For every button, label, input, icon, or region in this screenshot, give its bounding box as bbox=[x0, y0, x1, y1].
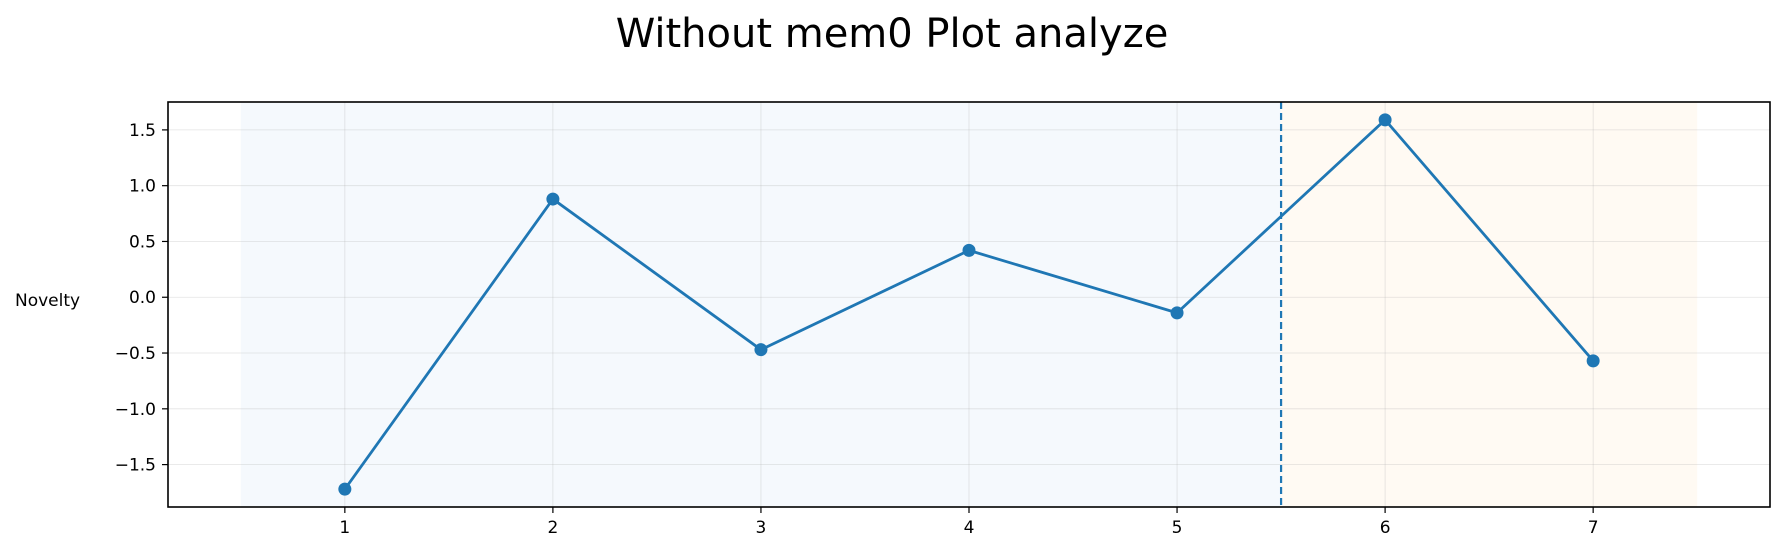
x-tick-label: 5 bbox=[1172, 518, 1183, 538]
grid bbox=[168, 102, 1770, 507]
shaded-regions bbox=[240, 102, 1698, 507]
y-tick-label: 0.5 bbox=[129, 232, 156, 252]
y-tick-label: 0.0 bbox=[129, 288, 156, 308]
data-point bbox=[1170, 306, 1184, 320]
chart-title: Without mem0 Plot analyze bbox=[616, 11, 1169, 57]
x-tick-label: 2 bbox=[547, 518, 558, 538]
y-tick-label: −1.5 bbox=[115, 456, 156, 476]
x-tick-label: 1 bbox=[339, 518, 350, 538]
y-tick-label: −0.5 bbox=[115, 344, 156, 364]
data-point bbox=[962, 243, 976, 257]
x-tick-label: 4 bbox=[964, 518, 975, 538]
data-point bbox=[754, 343, 768, 357]
x-tick-label: 3 bbox=[756, 518, 767, 538]
shaded-region-1 bbox=[240, 102, 1282, 507]
x-tick-label: 6 bbox=[1380, 518, 1391, 538]
y-tick-label: 1.5 bbox=[129, 121, 156, 141]
x-tick-label: 7 bbox=[1588, 518, 1599, 538]
data-point bbox=[338, 482, 352, 496]
series-layer bbox=[338, 113, 1600, 496]
data-point bbox=[1586, 354, 1600, 368]
x-axis: 1 2 3 4 5 6 7 bbox=[339, 507, 1599, 538]
y-tick-label: −1.0 bbox=[115, 400, 156, 420]
data-point bbox=[1378, 113, 1392, 127]
y-tick-label: 1.0 bbox=[129, 177, 156, 197]
data-point bbox=[546, 192, 560, 206]
y-axis-label: Novelty bbox=[15, 291, 80, 311]
shaded-region-2 bbox=[1281, 102, 1698, 507]
y-axis: −1.5 −1.0 −0.5 0.0 0.5 1.0 1.5 bbox=[115, 121, 168, 476]
